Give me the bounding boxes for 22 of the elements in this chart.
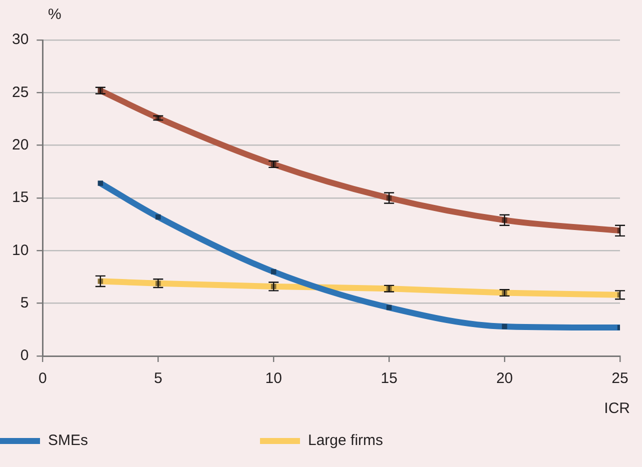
legend-label: SMEs — [48, 432, 88, 449]
point — [156, 214, 161, 220]
y-tick-label: 20 — [12, 136, 29, 154]
y-axis-title: % — [48, 6, 62, 23]
point — [386, 304, 392, 310]
point — [270, 269, 276, 274]
x-tick-label: 10 — [265, 370, 282, 388]
point — [98, 180, 104, 186]
y-tick-label: 5 — [20, 294, 29, 312]
x-tick-label: 20 — [496, 370, 513, 388]
x-tick-label: 15 — [380, 370, 398, 388]
x-tick-label: 25 — [612, 370, 628, 388]
y-tick-label: 30 — [12, 31, 29, 48]
y-tick-label: 0 — [20, 347, 29, 364]
x-axis-title: ICR — [604, 400, 630, 417]
point — [502, 324, 508, 330]
y-tick-label: 10 — [12, 242, 29, 259]
x-tick-label: 5 — [154, 370, 162, 388]
y-tick-label: 25 — [12, 84, 29, 101]
y-tick-label: 15 — [12, 189, 29, 206]
x-tick-label: 0 — [38, 370, 47, 388]
legend-label: Large firms — [308, 432, 384, 449]
